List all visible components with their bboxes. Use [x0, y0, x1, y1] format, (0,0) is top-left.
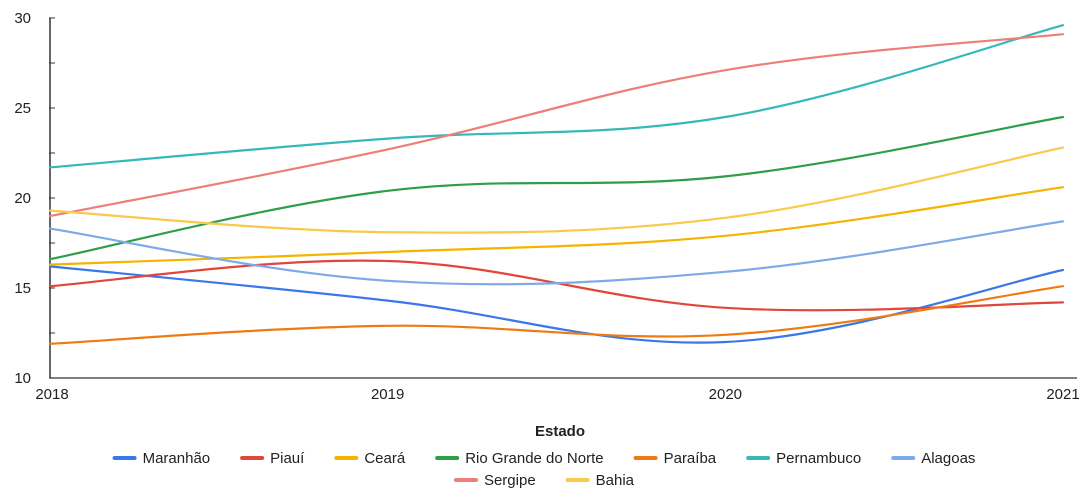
legend: Maranhão Piauí Ceará Rio Grande do Norte Par…: [112, 450, 975, 489]
series-line-alagoas: [48, 220, 1065, 286]
y-axis: 10 15 20 25 30: [14, 10, 55, 387]
legend-label: Bahia: [596, 472, 635, 489]
legend-label: Rio Grande do Norte: [465, 450, 603, 467]
legend-label: Sergipe: [484, 472, 536, 489]
x-tick-label: 2020: [709, 386, 742, 403]
legend-label: Alagoas: [921, 450, 975, 467]
legend-item-piaui: Piauí: [240, 450, 305, 467]
legend-item-sergipe: Sergipe: [453, 472, 536, 489]
x-axis: 2018 2019 2020 2021: [35, 377, 1080, 403]
legend-item-paraiba: Paraíba: [633, 450, 717, 467]
series-line-pernambuco: [48, 24, 1065, 169]
legend-item-rio-grande-do-norte: Rio Grande do Norte: [435, 450, 604, 467]
series-line-sergipe: [48, 33, 1065, 218]
legend-label: Ceará: [364, 450, 406, 467]
legend-label: Paraíba: [664, 450, 717, 467]
series-line-bahia: [48, 146, 1065, 234]
series-line-piaui: [48, 259, 1065, 312]
x-tick-label: 2018: [35, 386, 68, 403]
y-tick-label: 10: [14, 370, 31, 387]
y-tick-label: 25: [14, 100, 31, 117]
legend-item-bahia: Bahia: [565, 472, 635, 489]
legend-label: Maranhão: [143, 450, 211, 467]
series-line-rio-grande-do-norte: [48, 115, 1065, 261]
legend-label: Pernambuco: [776, 450, 861, 467]
legend-item-alagoas: Alagoas: [891, 450, 975, 467]
series-line-maranhao: [48, 265, 1065, 344]
y-tick-label: 15: [14, 280, 31, 297]
legend-item-maranhao: Maranhão: [112, 450, 211, 467]
series-line-ceara: [48, 186, 1065, 266]
y-tick-label: 30: [14, 10, 31, 27]
legend-item-ceara: Ceará: [334, 450, 406, 467]
x-tick-label: 2019: [371, 386, 404, 403]
legend-label: Piauí: [270, 450, 305, 467]
legend-item-pernambuco: Pernambuco: [746, 450, 861, 467]
series-line-paraiba: [48, 285, 1065, 345]
x-axis-title: Estado: [535, 423, 585, 440]
x-tick-label: 2021: [1046, 386, 1079, 403]
y-tick-label: 20: [14, 190, 31, 207]
series-lines: [48, 24, 1065, 345]
